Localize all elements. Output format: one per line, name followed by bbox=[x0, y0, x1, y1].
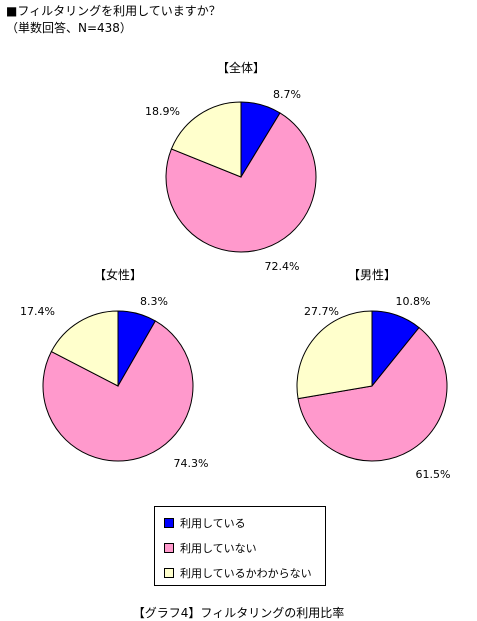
legend-swatch-using bbox=[164, 518, 174, 528]
pie-label-overall-2: 18.9% bbox=[145, 105, 180, 118]
pie-charts: 【全体】 8.7% 72.4% 18.9% 【女性】 8.3% 74.3% 17.4% 【男性】… bbox=[20, 60, 451, 481]
pie-label-male-2: 27.7% bbox=[304, 305, 339, 318]
pie-chart-female: 【女性】 8.3% 74.3% 17.4% bbox=[20, 267, 208, 470]
pie-label-male-1: 61.5% bbox=[416, 468, 451, 481]
legend-item-not-using: 利用していない bbox=[164, 542, 257, 556]
pie-slice-female-1 bbox=[42, 320, 194, 462]
legend-item-using: 利用している bbox=[164, 517, 246, 531]
pie-slice-male-2 bbox=[296, 310, 373, 400]
pie-title-overall: 【全体】 bbox=[217, 60, 265, 75]
pie-label-female-1: 74.3% bbox=[174, 457, 209, 470]
pie-title-female: 【女性】 bbox=[94, 267, 142, 282]
figure-caption: 【グラフ4】フィルタリングの利用比率 bbox=[132, 606, 345, 620]
pie-label-overall-0: 8.7% bbox=[273, 88, 301, 101]
pie-chart-overall: 【全体】 8.7% 72.4% 18.9% bbox=[145, 60, 317, 273]
pie-label-male-0: 10.8% bbox=[396, 295, 431, 308]
legend-swatch-not-using bbox=[164, 543, 174, 553]
pie-label-overall-1: 72.4% bbox=[265, 260, 300, 273]
question-title: ■フィルタリングを利用していますか？ bbox=[6, 4, 221, 18]
pie-slice-overall-2 bbox=[170, 101, 242, 178]
legend-swatch-unknown bbox=[164, 568, 174, 578]
pie-label-female-0: 8.3% bbox=[140, 295, 168, 308]
legend: 利用している 利用していない 利用しているかわからない bbox=[154, 506, 326, 586]
legend-label-not-using: 利用していない bbox=[180, 542, 257, 555]
pie-slice-overall-1 bbox=[165, 112, 317, 253]
legend-label-using: 利用している bbox=[180, 517, 246, 530]
pie-label-female-2: 17.4% bbox=[20, 305, 55, 318]
pie-slice-male-1 bbox=[297, 326, 448, 462]
pie-slice-female-2 bbox=[50, 310, 119, 387]
pie-chart-male: 【男性】10.8% 61.5% 27.7% bbox=[296, 268, 451, 481]
pie-title-male: 【男性】 bbox=[348, 268, 396, 282]
legend-label-unknown: 利用しているかわからない bbox=[180, 567, 312, 580]
legend-item-unknown: 利用しているかわからない bbox=[164, 567, 312, 581]
sample-note: （単数回答、N=438） bbox=[6, 21, 132, 35]
